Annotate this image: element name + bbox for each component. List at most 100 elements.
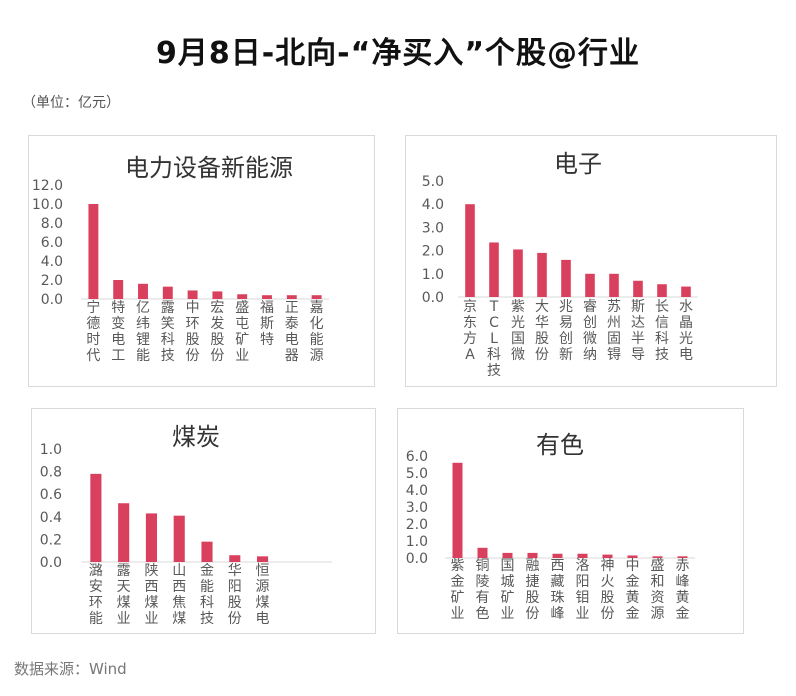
bar [311,295,322,299]
y-tick-label: 0.4 [40,510,62,526]
bar [477,547,488,558]
x-tick-label: 兆易创新 [559,299,573,363]
y-tick-label: 3.0 [422,220,444,236]
x-tick-label: 斯达半导 [631,299,645,363]
bar [118,503,130,562]
unit-note: （单位：亿元） [22,95,120,111]
bar [465,204,475,297]
bar-chart: 电子 0.0 1.0 2.0 3.0 4.0 5.0 京东方 A T C L 科技紫光国微大华股份兆易创… [422,150,698,379]
bar [88,204,99,299]
x-tick-label: 恒源煤电 [256,563,270,627]
y-tick-label: 0.0 [406,551,428,567]
bar-chart: 有色 0.01.02.03.04.05.06.0 紫金矿业铜陵有色国城矿业融捷股份西… [406,431,695,622]
y-tick-label: 0.8 [40,465,62,481]
x-tick-label: 京东方 A [463,299,477,363]
x-tick-label: 苏州固锝 [607,299,621,363]
bar-chart: 电力设备新能源 0.0 2.0 4.0 6.0 8.0 10.0 12.0 宁德时代特变电工亿纬… [32,154,329,364]
x-tick-label: 宁德时代 [86,299,100,364]
x-tick-label: 长信科技 [655,299,669,363]
y-tick-label: 1.0 [406,534,428,550]
bar [577,553,588,558]
x-tick-label: 金能科技 [200,563,214,627]
x-tick-label: 紫光国微 [511,299,525,363]
y-tick-label: 8.0 [41,216,63,232]
y-tick-label: 0.0 [40,555,62,571]
bar [652,556,663,558]
source-note: 数据来源：Wind [14,660,127,678]
x-tick-label: 亿纬锂能 [136,300,150,364]
chart-title: 煤炭 [172,423,220,451]
bar [173,515,185,562]
x-tick-label: 特变电工 [111,300,125,364]
bar [677,556,688,558]
bar [633,280,643,297]
bar [187,290,198,299]
x-tick-label: 融捷股份 [526,558,540,622]
bar [552,553,563,558]
x-tick-label: 福斯特 [260,300,274,348]
bar [145,513,157,562]
x-tick-label: 睿创微纳 [583,299,597,363]
bar [286,295,297,299]
bar [212,291,223,299]
y-tick-label: 2.0 [422,244,444,260]
y-tick-label: 2.0 [406,517,428,533]
y-tick-label: 0.2 [40,532,62,548]
y-tick-label: 5.0 [422,174,444,190]
y-tick-label: 4.0 [422,197,444,213]
chart-panel-electronics: 电子 0.0 1.0 2.0 3.0 4.0 5.0 京东方 A T C L 科技 紫光国微 大华股份 兆易创… [405,135,777,387]
bar [537,252,547,297]
chart-panel-coal: 煤炭 0.0 0.2 0.4 0.6 0.8 1.0 潞安环能 露天煤业 陕西煤业 山西焦煤 金能科技… [31,408,376,634]
bar-chart: 煤炭 0.0 0.2 0.4 0.6 0.8 1.0 潞安环能露天煤业陕西煤业山西焦煤金能科技… [40,423,332,627]
y-tick-label: 1.0 [40,442,62,458]
y-tick-label: 5.0 [406,466,428,482]
x-tick-label: 赤峰黄金 [676,558,690,622]
bar [257,556,269,562]
chart-title: 有色 [536,431,584,459]
chart-panel-nonferrous: 有色 0.0 1.0 2.0 3.0 4.0 5.0 6.0 紫金矿业 铜陵有色 国城矿业 融捷股份西… [397,408,744,634]
bar [489,242,499,297]
x-tick-label: 盛屯矿业 [235,300,249,364]
x-tick-label: 神火股份 [601,558,615,622]
x-tick-label: 中金黄金 [626,558,640,622]
x-tick-label: 露天煤业 [117,563,131,627]
bar [585,273,595,297]
bar [561,259,571,297]
x-tick-label: 铜陵有色 [476,558,490,622]
bar [90,473,102,562]
y-tick-label: 0.0 [41,292,63,308]
x-tick-label: 国城矿业 [501,558,515,622]
y-tick-label: 2.0 [41,273,63,289]
bar [513,249,523,297]
x-tick-label: 华阳股份 [228,563,242,627]
bar [502,552,513,558]
bar [609,273,619,297]
x-tick-label: T C L 科技 [487,299,501,379]
bar [452,462,463,558]
x-tick-label: 露笑科技 [161,300,175,364]
y-tick-label: 4.0 [41,254,63,270]
x-tick-label: 洛阳钼业 [576,558,590,622]
x-tick-label: 西藏珠峰 [551,558,565,622]
y-tick-label: 6.0 [41,235,63,251]
page-title: 9月8日-北向-“净买入”个股@行业 [155,36,641,71]
x-tick-label: 山西焦煤 [172,563,186,627]
x-tick-label: 水晶光电 [679,299,693,363]
bar [602,554,613,558]
bar [229,555,241,562]
bar [138,283,148,299]
x-tick-label: 潞安环能 [89,563,103,627]
x-tick-label: 宏发股份 [210,300,224,364]
bar [527,552,538,558]
x-tick-label: 紫金矿业 [451,558,465,622]
x-tick-label: 正泰电器 [285,300,299,364]
y-tick-label: 0.6 [40,487,62,503]
x-tick-label: 盛和资源 [651,558,665,622]
bar [262,295,272,299]
bar [681,286,691,297]
bar [657,284,667,297]
y-tick-label: 4.0 [406,483,428,499]
x-tick-label: 陕西煤业 [144,563,158,627]
y-tick-label: 12.0 [32,178,63,194]
bar [113,280,124,299]
